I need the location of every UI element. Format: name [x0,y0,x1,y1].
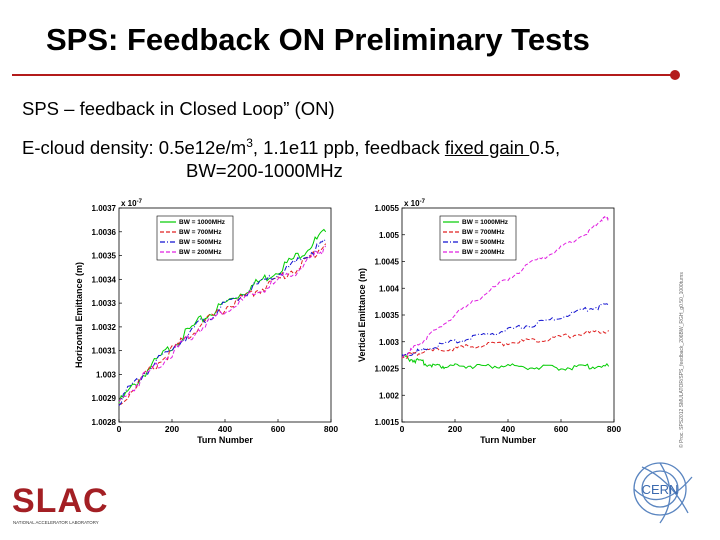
y-tick-label: 1.004 [379,284,400,293]
image-copyright-note: © Proc. SPS2012 SMULATOR/SPS_feedback_20… [678,272,685,448]
line2-prefix: E-cloud density: 0.5e12e/m [22,137,247,159]
series-line [118,245,327,402]
x-tick-label: 800 [324,424,338,434]
text-line-1: SPS – feedback in Closed Loop” (ON) [22,98,335,119]
cern-logo: CERN [633,462,693,524]
vertical-emittance-chart: x 10-7 0 200 400 600 800 1.0015 1.002 1.0025 1.00… [358,199,621,445]
y-tick-label: 1.0055 [375,204,400,213]
legend-entry: BW = 200MHz [179,249,222,256]
x-tick-label: 600 [554,424,568,434]
x-tick-label: 800 [607,424,621,434]
x-tick-label: 400 [501,424,515,434]
x-axis-label: Turn Number [197,435,253,445]
y-multiplier: x 10-7 [121,199,143,208]
line2-suffix: 0.5, [529,137,561,159]
x-tick-label: 200 [448,424,462,434]
legend-entry: BW = 500MHz [462,239,505,246]
horizontal-emittance-chart: x 10-7 0 200 400 600 800 1.0028 1.0029 1.003 1.00… [75,199,338,445]
legend-entry: BW = 200MHz [462,249,505,256]
line2-mid: , 1.1e11 ppb, feedback [252,137,445,159]
legend-entry: BW = 700MHz [179,229,222,236]
y-tick-label: 1.003 [96,370,117,379]
legend-box [156,215,234,261]
legend-entry: BW = 1000MHz [462,219,509,226]
y-tick-label: 1.0032 [92,323,117,332]
text-line-3: BW=200-1000MHz [186,160,343,181]
line2-underlined: fixed gain [444,137,530,159]
legend-entry: BW = 500MHz [179,239,222,246]
x-tick-label: 400 [218,424,232,434]
series-line [118,228,327,404]
series-line [401,354,610,371]
y-tick-label: 1.005 [379,231,400,240]
y-tick-label: 1.0028 [92,418,117,427]
y-axis-label: Horizontal Emittance (m) [75,262,84,368]
title-underline [12,74,676,76]
y-tick-label: 1.0045 [375,258,400,267]
y-multiplier: x 10-7 [404,199,426,208]
x-tick-label: 0 [117,424,122,434]
y-tick-label: 1.0029 [92,394,117,403]
y-tick-label: 1.0025 [375,365,400,374]
series-line [401,329,610,359]
y-axis-label: Vertical Emittance (m) [358,268,367,362]
series-line [401,215,610,358]
side-note-text: © Proc. SPS2012 SMULATOR/SPS_feedback_20… [678,272,685,448]
cern-logo-text: CERN [642,482,679,497]
series-line [118,238,327,406]
legend-entry: BW = 700MHz [462,229,505,236]
y-tick-label: 1.0034 [92,275,117,284]
line2-superscript: 3 [246,136,253,150]
slide-title: SPS: Feedback ON Preliminary Tests [46,22,590,57]
y-tick-label: 1.0031 [92,347,117,356]
slac-logo-text: SLAC [12,484,109,520]
y-tick-label: 1.003 [379,338,400,347]
title-underline-dot [670,70,680,80]
x-tick-label: 600 [271,424,285,434]
y-tick-label: 1.0036 [92,228,117,237]
x-axis-label: Turn Number [480,435,536,445]
y-tick-label: 1.002 [379,391,400,400]
y-tick-label: 1.0015 [375,418,400,427]
x-tick-label: 200 [165,424,179,434]
text-line-2: E-cloud density: 0.5e12e/m3, 1.1e11 ppb,… [22,136,560,159]
slac-logo-subtext: NATIONAL ACCELERATOR LABORATORY [13,520,99,525]
x-tick-label: 0 [400,424,405,434]
y-tick-label: 1.0035 [375,311,400,320]
legend-box [439,215,517,261]
slac-logo: SLAC NATIONAL ACCELERATOR LABORATORY [12,484,109,525]
series-line [401,303,610,357]
legend-entry: BW = 1000MHz [179,219,226,226]
y-tick-label: 1.0033 [92,299,117,308]
y-tick-label: 1.0037 [92,204,117,213]
y-tick-label: 1.0035 [92,252,117,261]
series-line [118,243,327,405]
